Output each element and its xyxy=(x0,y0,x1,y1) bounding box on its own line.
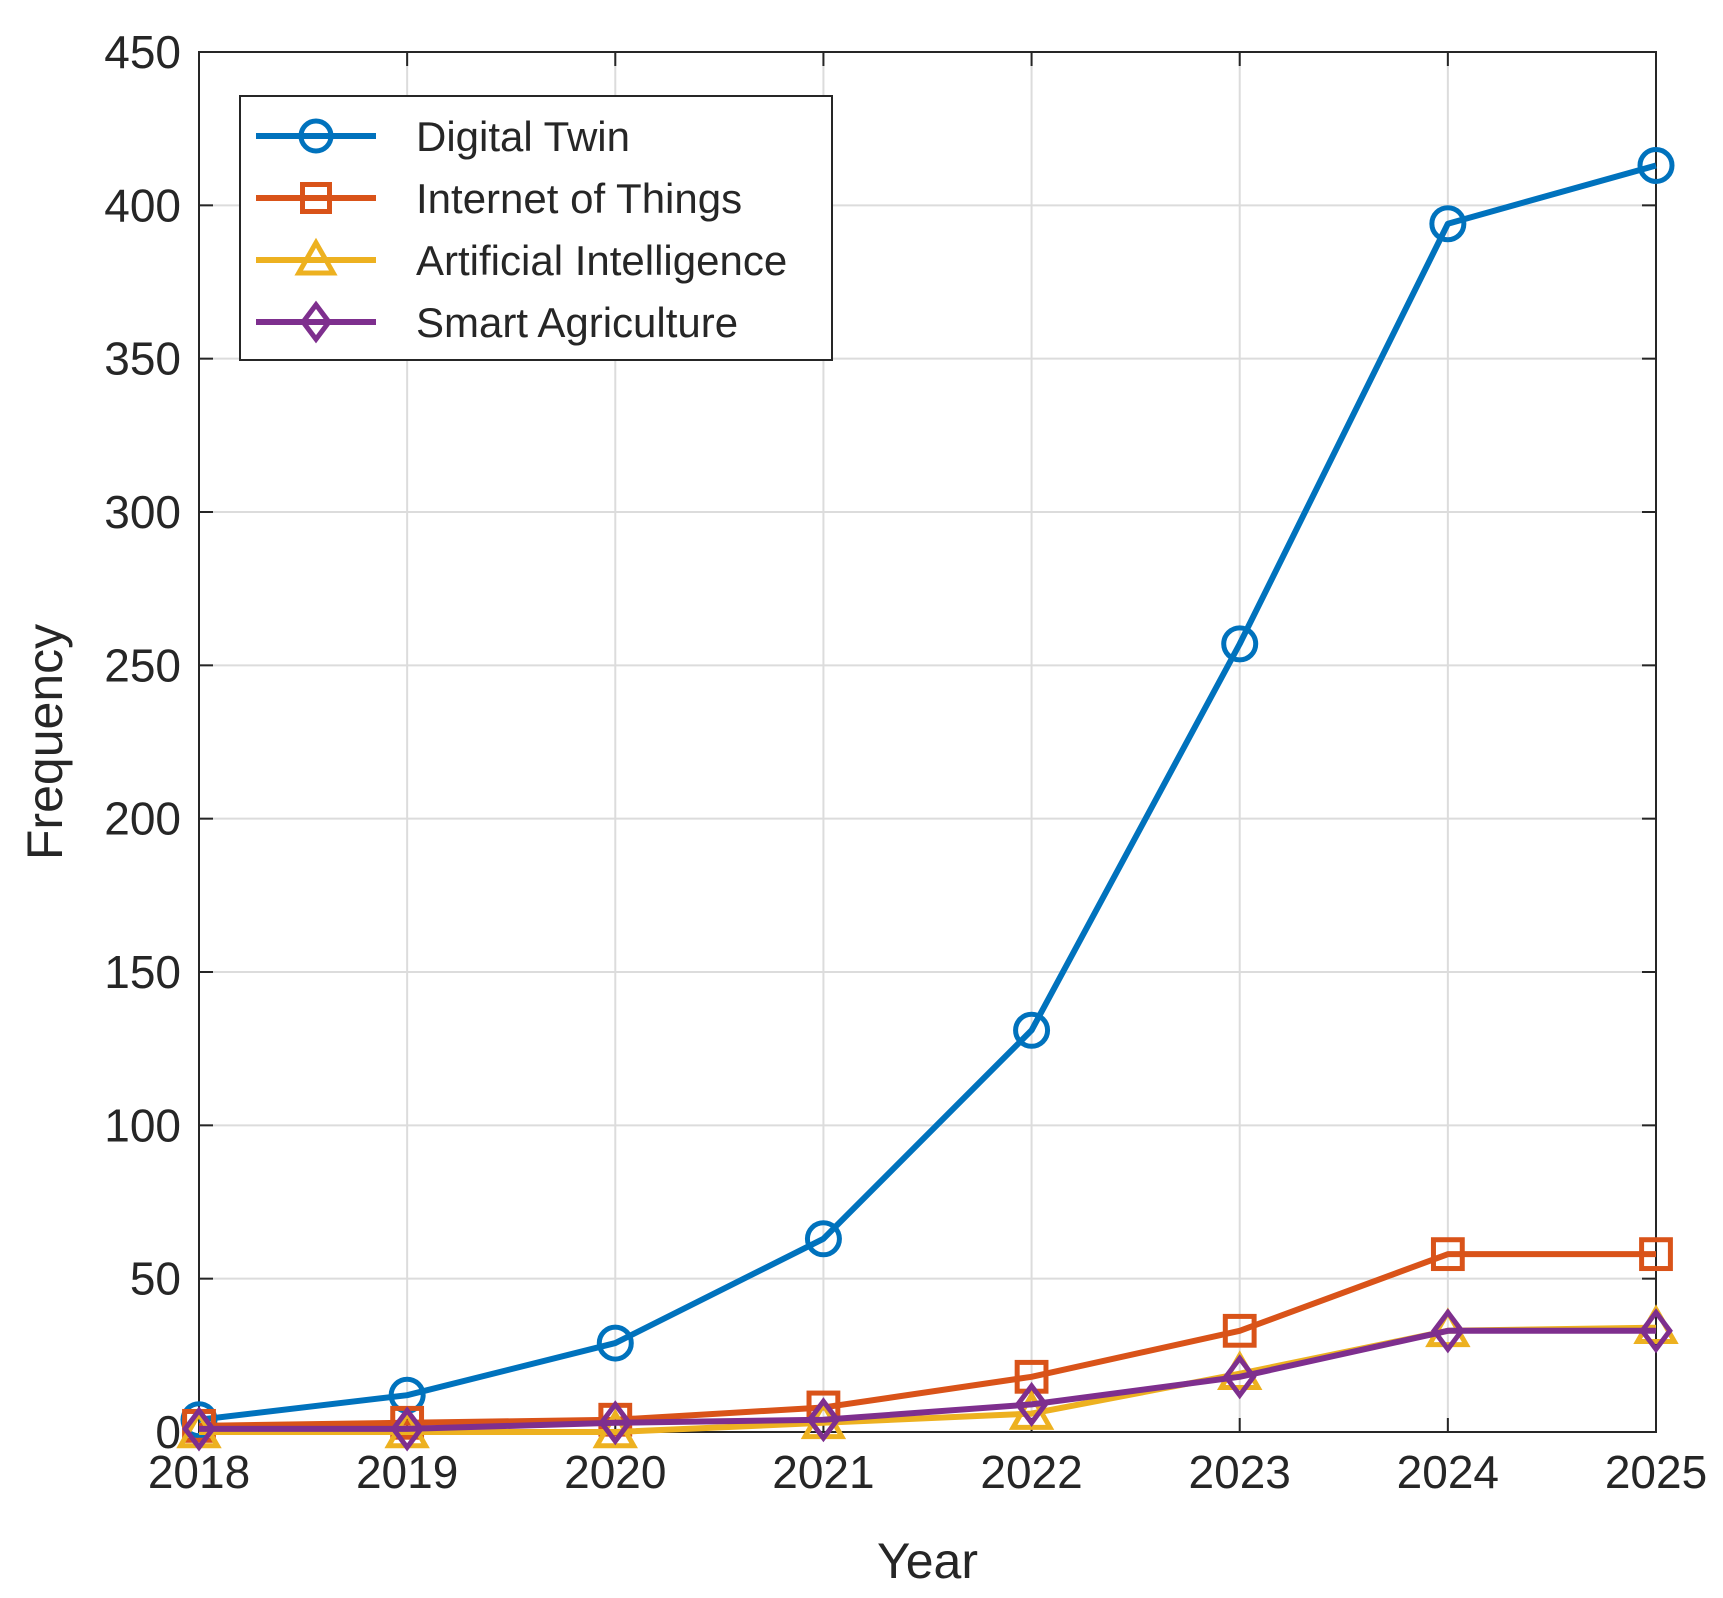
series-line-digital-twin xyxy=(198,162,1657,1423)
x-tick-label: 2020 xyxy=(564,1446,666,1498)
y-tick-label: 0 xyxy=(155,1406,181,1458)
legend-item-internet-of-things: Internet of Things xyxy=(256,175,742,222)
x-axis-title: Year xyxy=(877,1533,978,1589)
series-line-smart-agriculture xyxy=(199,1327,1656,1432)
legend-item-smart-agriculture: Smart Agriculture xyxy=(256,299,738,346)
y-tick-label: 50 xyxy=(130,1253,181,1305)
y-tick-label: 450 xyxy=(104,26,181,78)
data-point-smart-agriculture xyxy=(806,1397,841,1443)
data-point-smart-agriculture xyxy=(1430,1308,1465,1354)
data-point-internet-of-things xyxy=(1639,1237,1673,1272)
x-tick-label: 2025 xyxy=(1605,1446,1707,1498)
x-tick-label: 2022 xyxy=(980,1446,1082,1498)
data-point-smart-agriculture xyxy=(182,1406,216,1452)
series-lines xyxy=(176,146,1679,1452)
legend-marker-artificial-intelligence xyxy=(294,237,338,276)
data-point-digital-twin xyxy=(1013,1011,1051,1049)
legend-label-internet-of-things: Internet of Things xyxy=(416,175,742,222)
axis-ticks: 2018 2019 2020 2021 2022 2023 2024 2025 0 50 100 15… xyxy=(104,26,1707,1498)
plot-frame xyxy=(198,51,1657,1433)
data-point-smart-agriculture xyxy=(1639,1308,1673,1354)
data-point-smart-agriculture xyxy=(1014,1381,1049,1427)
y-tick-label: 200 xyxy=(104,793,181,845)
data-point-internet-of-things xyxy=(1222,1313,1257,1348)
data-point-digital-twin xyxy=(804,1220,842,1258)
legend-marker-smart-agriculture xyxy=(299,300,333,344)
data-point-smart-agriculture xyxy=(390,1406,425,1452)
x-tick-label: 2024 xyxy=(1397,1446,1499,1498)
legend-label-digital-twin: Digital Twin xyxy=(416,113,630,160)
y-tick-label: 350 xyxy=(104,333,181,385)
y-tick-label: 100 xyxy=(104,1099,181,1151)
legend-item-artificial-intelligence: Artificial Intelligence xyxy=(256,237,787,284)
data-point-smart-agriculture xyxy=(1222,1354,1257,1400)
x-tick-label: 2021 xyxy=(772,1446,874,1498)
y-tick-label: 300 xyxy=(104,486,181,538)
data-point-smart-agriculture xyxy=(598,1400,633,1446)
legend-label-artificial-intelligence: Artificial Intelligence xyxy=(416,237,787,284)
x-tick-label: 2018 xyxy=(148,1446,250,1498)
data-point-digital-twin xyxy=(1221,625,1259,663)
series-line-internet-of-things xyxy=(198,1251,1656,1429)
y-tick-label: 250 xyxy=(104,639,181,691)
y-tick-label: 150 xyxy=(104,946,181,998)
x-tick-label: 2019 xyxy=(356,1446,458,1498)
legend-label-smart-agriculture: Smart Agriculture xyxy=(416,299,738,346)
x-tick-label: 2023 xyxy=(1189,1446,1291,1498)
legend-box xyxy=(239,95,833,361)
data-point-digital-twin xyxy=(1429,205,1467,243)
data-point-digital-twin xyxy=(596,1324,634,1362)
legend-marker-digital-twin xyxy=(298,118,334,154)
y-axis-title: Frequency xyxy=(17,624,73,860)
series-smart-agriculture xyxy=(182,1308,1673,1452)
data-point-digital-twin xyxy=(1637,146,1675,184)
legend-item-digital-twin: Digital Twin xyxy=(256,113,630,160)
y-tick-label: 400 xyxy=(104,179,181,231)
legend-marker-internet-of-things xyxy=(300,182,332,214)
legend: Digital Twin Internet of Things Artificial… xyxy=(239,95,833,361)
data-point-internet-of-things xyxy=(1430,1237,1465,1272)
